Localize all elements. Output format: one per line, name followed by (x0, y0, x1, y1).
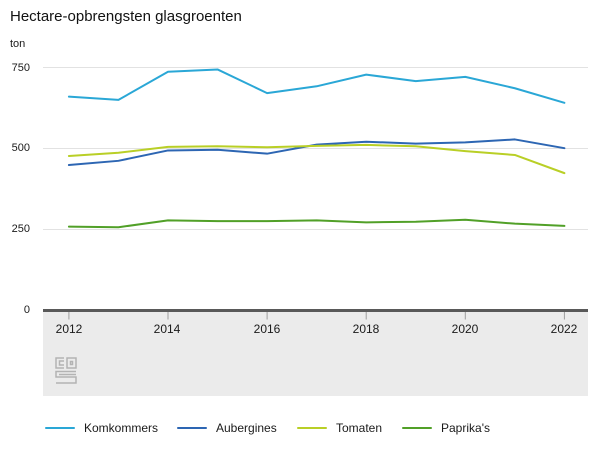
x-axis-band (43, 312, 588, 396)
cbs-logo-s (55, 370, 77, 384)
series-line-paprikas[interactable] (67, 218, 566, 229)
series-line-komkommers[interactable] (67, 68, 566, 104)
chart-title: Hectare-opbrengsten glasgroenten (10, 8, 242, 25)
series-line-aubergines[interactable] (67, 138, 566, 167)
cbs-logo-c (55, 357, 64, 369)
cbs-logo-icon (55, 357, 77, 384)
cbs-logo-b-inner (69, 360, 74, 366)
y-axis-tick-label: 750 (11, 62, 30, 74)
legend: Komkommers Aubergines Tomaten Paprika's (0, 418, 600, 440)
legend-label: Komkommers (84, 421, 159, 435)
legend-label: Aubergines (216, 421, 277, 435)
y-axis-tick-label: 500 (11, 142, 30, 154)
x-axis-tick-label: 2014 (153, 322, 181, 336)
legend-item-aubergines[interactable]: Aubergines (177, 418, 277, 438)
legend-swatch (177, 426, 207, 430)
legend-swatch (45, 426, 75, 430)
legend-item-komkommers[interactable]: Komkommers (45, 418, 158, 438)
legend-swatch (402, 426, 432, 430)
x-axis-tick-label: 2022 (550, 322, 578, 336)
series-line-tomaten[interactable] (67, 143, 566, 175)
cbs-logo-b (66, 357, 77, 369)
x-axis-tick-label: 2018 (352, 322, 380, 336)
legend-label: Paprika's (441, 421, 490, 435)
y-axis-unit-label: ton (10, 38, 26, 50)
legend-label: Tomaten (336, 421, 383, 435)
x-axis-tick-label: 2012 (55, 322, 83, 336)
cbs-logo-c-inner (58, 360, 64, 366)
y-axis-tick-label: 0 (23, 304, 30, 316)
y-axis-tick-label: 250 (11, 223, 30, 235)
legend-item-paprikas[interactable]: Paprika's (402, 418, 490, 438)
x-axis-tick-label: 2016 (253, 322, 281, 336)
x-axis-tick-label: 2020 (451, 322, 479, 336)
legend-swatch (297, 426, 327, 430)
legend-item-tomaten[interactable]: Tomaten (297, 418, 382, 438)
